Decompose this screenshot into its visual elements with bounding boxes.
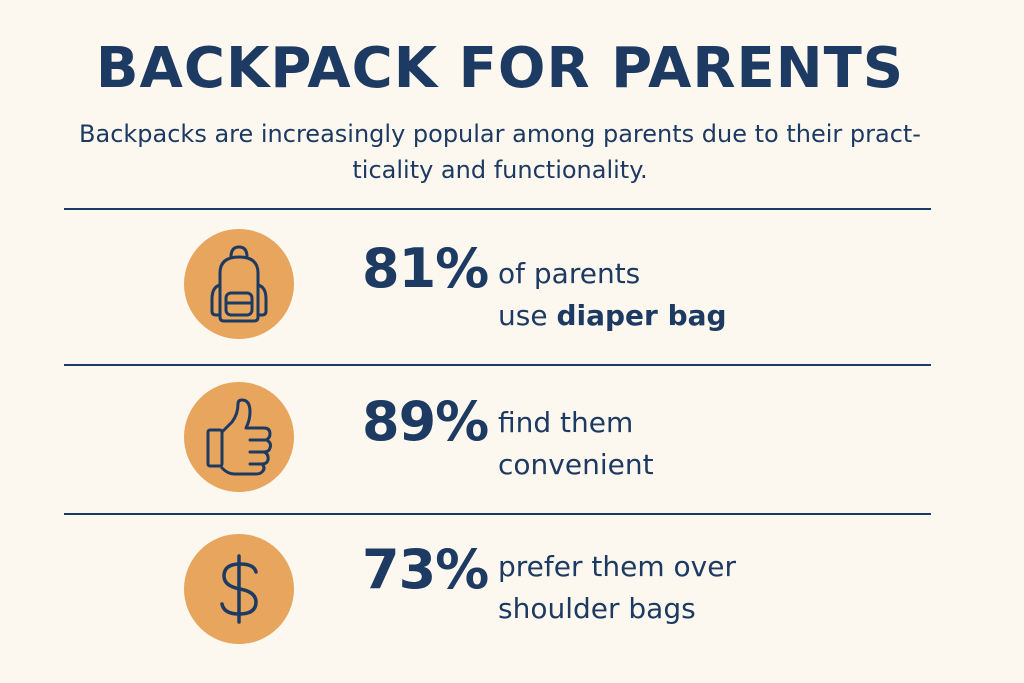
stat-line-2: shoulder bags	[498, 592, 696, 625]
stat-description: prefer them over shoulder bags	[498, 546, 736, 630]
stat-line-2-emphasis: diaper bag	[556, 299, 727, 332]
divider-middle-2	[64, 513, 931, 515]
stat-description: of parents use diaper bag	[498, 253, 727, 337]
stat-line-2-prefix: use	[498, 299, 557, 332]
page-subtitle: Backpacks are increasingly popular among…	[60, 116, 940, 188]
backpack-icon	[184, 229, 294, 339]
dollar-icon	[184, 534, 294, 644]
stat-percent: 73%	[362, 538, 489, 601]
subtitle-line-1: Backpacks are increasingly popular among…	[79, 120, 921, 148]
stat-percent: 89%	[362, 390, 489, 453]
stat-row-convenient: 89% find them convenient	[0, 368, 1024, 508]
stat-line-1: find them	[498, 406, 634, 439]
thumbs-up-icon	[184, 382, 294, 492]
stat-row-backpack: 81% of parents use diaper bag	[0, 215, 1024, 355]
subtitle-line-2: ticality and functionality.	[352, 156, 648, 184]
stat-percent: 81%	[362, 237, 489, 300]
stat-line-2: use diaper bag	[498, 295, 727, 337]
divider-top	[64, 208, 931, 210]
stat-line-1: of parents	[498, 257, 641, 290]
stat-description: find them convenient	[498, 402, 654, 486]
stat-line-1: prefer them over	[498, 550, 736, 583]
page-title: BACKPACK FOR PARENTS	[95, 36, 905, 101]
stat-row-preference: 73% prefer them over shoulder bags	[0, 520, 1024, 660]
stat-line-2: convenient	[498, 448, 654, 481]
divider-middle-1	[64, 364, 931, 366]
